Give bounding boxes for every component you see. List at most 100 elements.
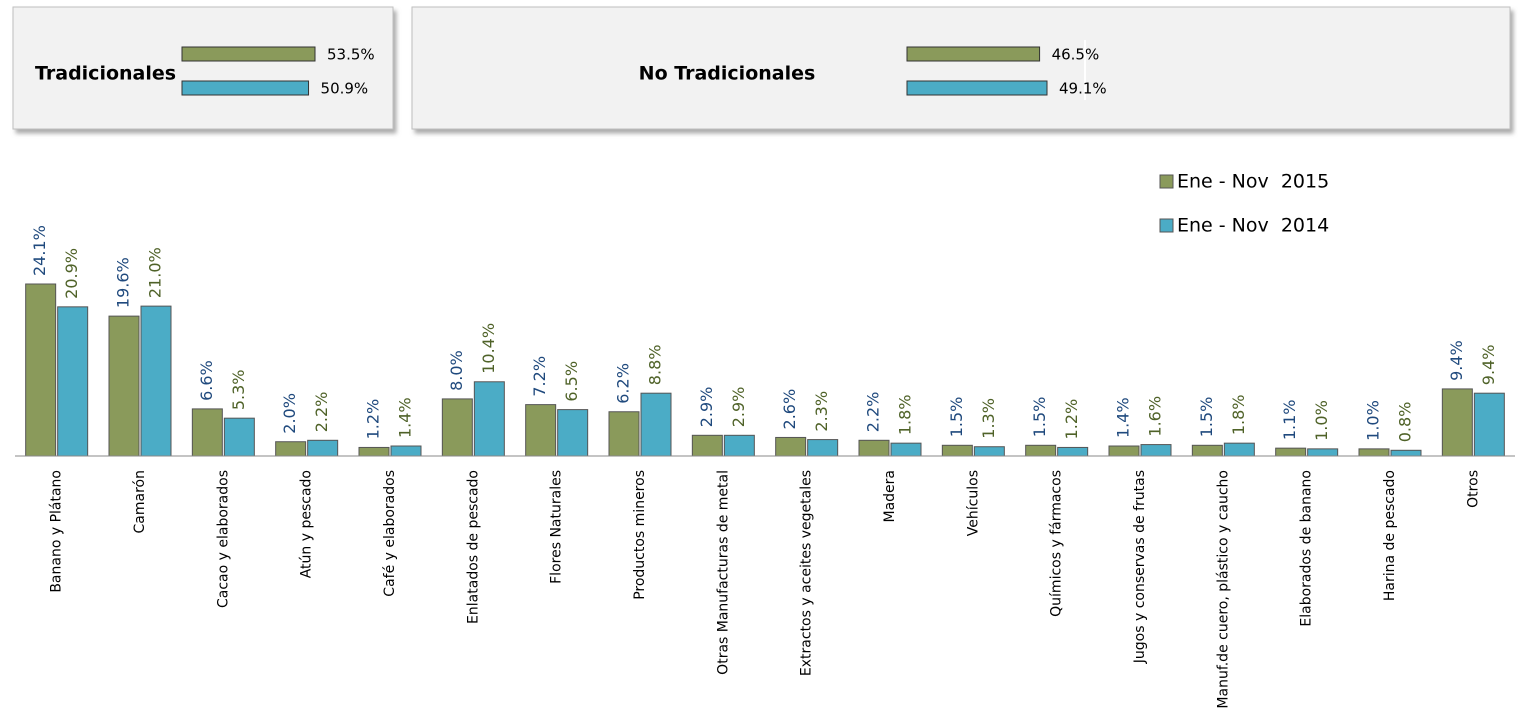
value-label: 8.8% [646, 345, 665, 386]
bar [906, 80, 1048, 96]
bar [25, 283, 57, 457]
value-label: 1.8% [1229, 394, 1248, 435]
bar [640, 392, 672, 457]
bar [1390, 449, 1422, 457]
value-label: 1.3% [979, 398, 998, 439]
bar [275, 441, 307, 457]
legend-swatch [1159, 218, 1174, 233]
value-label: 2.0% [280, 393, 299, 434]
bar [1275, 447, 1307, 457]
bar [1108, 445, 1140, 457]
x-tick-label: Harina de pescado [1382, 470, 1398, 601]
value-label: 6.5% [562, 361, 581, 402]
bar [1223, 442, 1255, 457]
value-label: 1.8% [896, 394, 915, 435]
value-label: 21.0% [146, 247, 165, 298]
bar [108, 315, 140, 457]
value-label: 0.8% [1396, 402, 1415, 443]
bar [390, 445, 422, 457]
bar [691, 434, 723, 457]
value-label: 6.2% [614, 363, 633, 404]
bar [1307, 448, 1339, 457]
value-label: 19.6% [114, 257, 133, 308]
x-tick-label: Atún y pescado [299, 470, 315, 578]
panel-box [12, 6, 394, 130]
bar [441, 398, 473, 457]
value-label: 1.0% [1312, 400, 1331, 441]
value-label: 2.9% [729, 387, 748, 428]
bar [223, 417, 255, 457]
value-label: 1.1% [1280, 399, 1299, 440]
legend-swatch [1159, 174, 1174, 189]
value-label: 24.1% [30, 225, 49, 276]
value-label: 20.9% [62, 248, 81, 299]
x-tick-label: Café y elaborados [382, 470, 398, 597]
bar [1441, 388, 1473, 457]
value-label: 1.5% [947, 397, 966, 438]
value-label: 1.4% [1114, 397, 1133, 438]
x-tick-label: Otros [1465, 470, 1481, 508]
legend-label: Ene - Nov 2015 [1177, 171, 1329, 193]
value-label: 1.5% [1197, 397, 1216, 438]
value-label: 50.9% [321, 80, 369, 98]
value-label: 1.2% [1062, 399, 1081, 440]
bar [858, 439, 890, 457]
bar [807, 439, 839, 457]
x-tick-label: Banano y Plátano [49, 470, 65, 593]
x-tick-label: Madera [882, 470, 898, 523]
value-label: 1.5% [1030, 397, 1049, 438]
value-label: 2.6% [780, 389, 799, 430]
bar [473, 381, 505, 457]
bar [140, 305, 172, 457]
bar [1358, 448, 1390, 457]
x-tick-label: Enlatados de pescado [465, 470, 481, 624]
legend-label: Ene - Nov 2014 [1177, 215, 1329, 237]
panel-title: Tradicionales [35, 63, 176, 85]
x-tick-label: Productos mineros [632, 470, 648, 600]
bar [1140, 444, 1172, 457]
bar [906, 46, 1041, 62]
x-tick-label: Extractos y aceites vegetales [799, 470, 815, 676]
value-label: 2.9% [697, 387, 716, 428]
value-label: 9.4% [1447, 340, 1466, 381]
value-label: 53.5% [327, 46, 375, 64]
bar [723, 434, 755, 457]
value-label: 5.3% [229, 370, 248, 411]
x-tick-label: Jugos y conservas de frutas [1132, 470, 1148, 664]
value-label: 8.0% [447, 350, 466, 391]
value-label: 7.2% [530, 356, 549, 397]
x-tick-label: Vehículos [965, 470, 981, 536]
value-label: 1.4% [396, 397, 415, 438]
bar [191, 408, 223, 457]
panel-title: No Tradicionales [639, 63, 816, 85]
x-tick-label: Camarón [132, 470, 148, 533]
bar [57, 306, 89, 457]
bar [890, 442, 922, 457]
bar [557, 409, 589, 457]
value-label: 1.0% [1364, 400, 1383, 441]
value-label: 1.6% [1146, 396, 1165, 437]
value-label: 49.1% [1059, 80, 1107, 98]
value-label: 46.5% [1052, 46, 1100, 64]
bar [358, 446, 390, 457]
value-label: 2.3% [812, 391, 831, 432]
bar [307, 439, 339, 457]
x-tick-label: Químicos y fármacos [1049, 470, 1065, 617]
value-label: 2.2% [312, 392, 331, 433]
bar [525, 404, 557, 457]
bar [181, 80, 310, 96]
bar [973, 446, 1005, 457]
x-tick-label: Otras Manufacturas de metal [715, 470, 731, 675]
bar [181, 46, 316, 62]
value-label: 10.4% [479, 323, 498, 374]
bar [775, 436, 807, 457]
value-label: 6.6% [197, 360, 216, 401]
panel-box [411, 6, 1511, 130]
value-label: 1.2% [364, 399, 383, 440]
x-tick-label: Flores Naturales [549, 470, 565, 584]
x-tick-label: Manuf.de cuero, plástico y caucho [1215, 470, 1231, 709]
bar [608, 411, 640, 457]
bar [1025, 444, 1057, 457]
x-tick-label: Elaborados de banano [1299, 470, 1315, 627]
